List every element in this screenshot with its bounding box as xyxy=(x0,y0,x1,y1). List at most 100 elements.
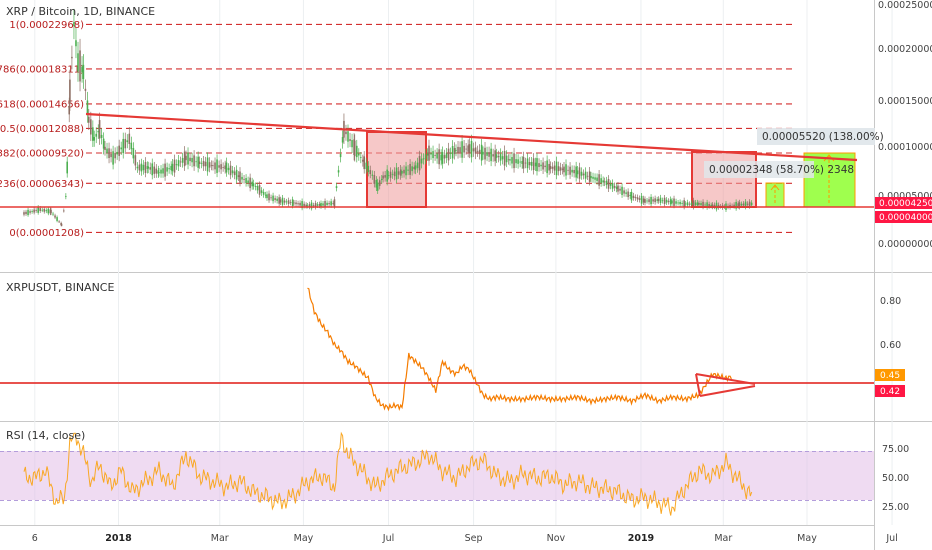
candlestick-series[interactable] xyxy=(23,8,753,227)
triangle-lower[interactable] xyxy=(699,385,756,397)
price-tick: 0.00010000 xyxy=(878,142,932,153)
candle-body xyxy=(713,204,716,207)
triangle-base[interactable] xyxy=(695,373,701,397)
candle-body xyxy=(393,171,396,177)
candle-body xyxy=(235,169,238,180)
candle-body xyxy=(337,170,340,173)
xrpusdt-line[interactable] xyxy=(307,287,732,412)
candle-body xyxy=(45,210,48,212)
candle-body xyxy=(706,202,708,208)
candle-body xyxy=(202,160,205,167)
candle-body xyxy=(355,145,358,158)
candle-body xyxy=(279,199,282,203)
candle-body xyxy=(679,201,681,205)
candle-body xyxy=(389,171,392,178)
candle-body xyxy=(675,201,677,204)
candle-body xyxy=(627,191,629,198)
candle-body xyxy=(97,131,100,133)
rsi-line[interactable] xyxy=(23,431,753,516)
candle-body xyxy=(463,145,465,153)
rsi-tick: 75.00 xyxy=(882,444,909,455)
candle-body xyxy=(642,198,645,203)
candle-body xyxy=(652,199,654,202)
candle-body xyxy=(258,185,261,195)
candle-body xyxy=(536,158,538,172)
candle-body xyxy=(138,164,141,171)
candle-body xyxy=(231,170,234,174)
triangle-upper[interactable] xyxy=(695,373,756,385)
candle-body xyxy=(702,201,704,208)
fib-level-label: 0(0.00001208) xyxy=(9,228,84,239)
candle-body xyxy=(168,168,170,170)
candle-body xyxy=(503,151,506,166)
candle-body xyxy=(134,155,137,166)
candle-body xyxy=(530,161,533,166)
candle-body xyxy=(376,182,379,191)
candle-body xyxy=(362,159,364,162)
candle-body xyxy=(353,140,356,157)
time-tick-label: Nov xyxy=(547,533,566,544)
candle-body xyxy=(378,180,381,186)
candle-body xyxy=(110,153,112,158)
candle-body xyxy=(43,208,46,212)
candle-body xyxy=(451,145,454,159)
rsi-pane[interactable]: RSI (14, close) 75.00 50.00 25.00 xyxy=(0,429,909,516)
candle-body xyxy=(413,166,415,170)
candle-body xyxy=(505,155,508,163)
candle-body xyxy=(526,158,529,169)
candle-body xyxy=(50,209,52,214)
candle-body xyxy=(371,174,374,176)
candle-body xyxy=(198,161,201,164)
candle-body xyxy=(688,203,691,205)
candle-body xyxy=(195,161,197,163)
candle-body xyxy=(445,153,448,158)
candle-body xyxy=(495,154,498,158)
candle-body xyxy=(644,199,646,203)
candle-body xyxy=(144,162,147,173)
candle-body xyxy=(312,205,315,206)
candle-body xyxy=(220,164,222,170)
candle-body xyxy=(224,165,226,170)
candle-body xyxy=(347,131,349,142)
candle-body xyxy=(578,167,581,179)
candle-body xyxy=(218,165,220,168)
consolidation-box-2019[interactable] xyxy=(691,151,757,208)
candle-body xyxy=(68,105,71,115)
fibonacci-retracement[interactable]: 1(0.00022968) 0.786(0.00018311) 0.618(0.00… xyxy=(0,20,794,239)
main-price-axis[interactable]: 0.00025000 0.00020000 0.00015000 0.00010… xyxy=(875,0,932,250)
candle-body xyxy=(305,204,307,207)
candle-body xyxy=(136,166,139,169)
candle-body xyxy=(308,204,311,208)
candle-body xyxy=(373,175,376,184)
candle-body xyxy=(233,171,236,176)
descending-trendline[interactable] xyxy=(85,112,858,162)
candle-body xyxy=(301,201,303,209)
candle-body xyxy=(426,153,429,156)
candle-body xyxy=(715,202,718,210)
candle-body xyxy=(486,152,488,156)
candle-body xyxy=(430,153,432,155)
candle-body xyxy=(316,204,319,206)
candle-body xyxy=(229,165,232,176)
candle-body xyxy=(617,185,619,192)
measure-label-small: 0.00002348 (58.70%) 2348 xyxy=(709,164,854,176)
xrpusdt-pane[interactable]: XRPUSDT, BINANCE 0.80 0.60 0.45 0.42 xyxy=(0,281,905,412)
candle-body xyxy=(611,183,614,189)
candle-body xyxy=(278,197,280,204)
candle-body xyxy=(513,153,515,169)
candle-body xyxy=(546,160,548,174)
candle-body xyxy=(474,147,477,154)
candle-body xyxy=(126,140,129,143)
candle-body xyxy=(341,137,344,143)
xrpusdt-tick: 0.60 xyxy=(880,340,901,351)
candle-body xyxy=(648,199,650,203)
candle-body xyxy=(742,203,745,206)
candle-body xyxy=(470,140,473,158)
candle-body xyxy=(208,162,211,168)
candle-body xyxy=(600,178,602,184)
candle-body xyxy=(586,175,589,177)
time-axis[interactable]: 62018MarMayJulSepNov2019MarMayJulSep xyxy=(32,533,932,544)
main-price-pane[interactable]: 1(0.00022968) 0.786(0.00018311) 0.618(0.00… xyxy=(0,5,884,239)
candle-body xyxy=(492,154,494,157)
